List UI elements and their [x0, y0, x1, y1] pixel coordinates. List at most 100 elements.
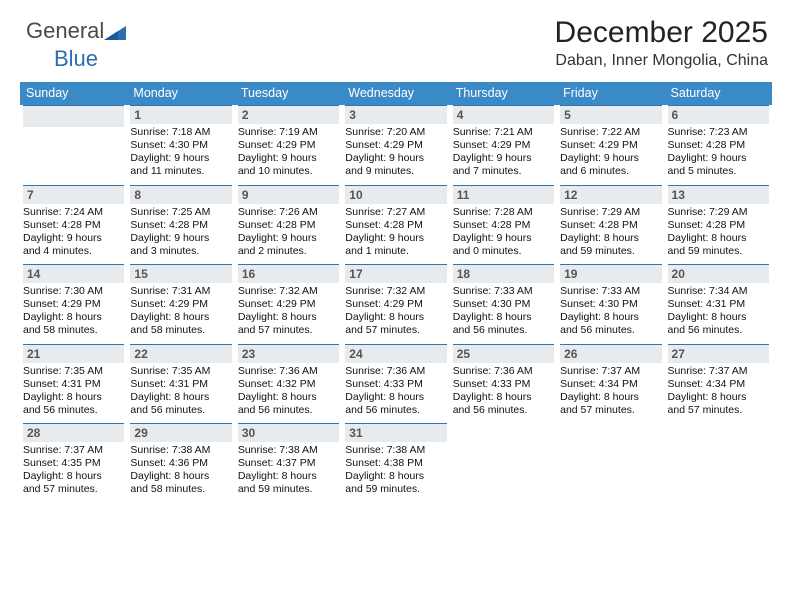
day-number: 9 — [238, 185, 339, 204]
daylight2-text: and 4 minutes. — [23, 245, 124, 258]
daylight1-text: Daylight: 8 hours — [130, 311, 231, 324]
calendar-cell: 3Sunrise: 7:20 AMSunset: 4:29 PMDaylight… — [342, 105, 449, 185]
sunset-text: Sunset: 4:37 PM — [238, 457, 339, 470]
daylight2-text: and 59 minutes. — [345, 483, 446, 496]
day-number: 8 — [130, 185, 231, 204]
daylight1-text: Daylight: 8 hours — [23, 311, 124, 324]
sunset-text: Sunset: 4:31 PM — [130, 378, 231, 391]
daylight1-text: Daylight: 8 hours — [668, 232, 769, 245]
daylight2-text: and 56 minutes. — [345, 404, 446, 417]
day-number: 25 — [453, 344, 554, 363]
daylight2-text: and 7 minutes. — [453, 165, 554, 178]
calendar-cell: 25Sunrise: 7:36 AMSunset: 4:33 PMDayligh… — [450, 344, 557, 424]
calendar-cell — [665, 423, 772, 503]
calendar-cell: 28Sunrise: 7:37 AMSunset: 4:35 PMDayligh… — [20, 423, 127, 503]
daylight2-text: and 57 minutes. — [23, 483, 124, 496]
sunrise-text: Sunrise: 7:28 AM — [453, 206, 554, 219]
calendar-cell: 5Sunrise: 7:22 AMSunset: 4:29 PMDaylight… — [557, 105, 664, 185]
sunset-text: Sunset: 4:28 PM — [560, 219, 661, 232]
daylight2-text: and 56 minutes. — [560, 324, 661, 337]
daylight1-text: Daylight: 9 hours — [668, 152, 769, 165]
day-number: 4 — [453, 105, 554, 124]
brand-text-1: General — [26, 18, 104, 43]
calendar-cell: 15Sunrise: 7:31 AMSunset: 4:29 PMDayligh… — [127, 264, 234, 344]
calendar-cell: 27Sunrise: 7:37 AMSunset: 4:34 PMDayligh… — [665, 344, 772, 424]
sunrise-text: Sunrise: 7:32 AM — [345, 285, 446, 298]
location-text: Daban, Inner Mongolia, China — [20, 52, 768, 70]
sunset-text: Sunset: 4:28 PM — [238, 219, 339, 232]
calendar-cell: 9 Sunrise: 7:26 AMSunset: 4:28 PMDaylight… — [235, 185, 342, 265]
day-number: 30 — [238, 423, 339, 442]
calendar-cell: 30Sunrise: 7:38 AMSunset: 4:37 PMDayligh… — [235, 423, 342, 503]
sunset-text: Sunset: 4:29 PM — [345, 298, 446, 311]
day-number: 6 — [668, 105, 769, 124]
sunrise-text: Sunrise: 7:20 AM — [345, 126, 446, 139]
daylight2-text: and 6 minutes. — [560, 165, 661, 178]
sunset-text: Sunset: 4:28 PM — [130, 219, 231, 232]
daylight2-text: and 58 minutes. — [23, 324, 124, 337]
calendar-cell — [20, 105, 127, 185]
day-header-sunday: Sunday — [20, 82, 127, 105]
daylight1-text: Daylight: 8 hours — [23, 391, 124, 404]
brand-logo: General Blue — [26, 18, 126, 72]
sunrise-text: Sunrise: 7:36 AM — [238, 365, 339, 378]
daylight2-text: and 58 minutes. — [130, 324, 231, 337]
daylight2-text: and 56 minutes. — [668, 324, 769, 337]
sunrise-text: Sunrise: 7:34 AM — [668, 285, 769, 298]
day-number-empty — [23, 105, 124, 127]
daylight1-text: Daylight: 8 hours — [560, 232, 661, 245]
sunset-text: Sunset: 4:35 PM — [23, 457, 124, 470]
sunrise-text: Sunrise: 7:36 AM — [345, 365, 446, 378]
sunrise-text: Sunrise: 7:35 AM — [130, 365, 231, 378]
daylight1-text: Daylight: 8 hours — [560, 391, 661, 404]
calendar-week: 21Sunrise: 7:35 AMSunset: 4:31 PMDayligh… — [20, 344, 772, 424]
sunset-text: Sunset: 4:29 PM — [23, 298, 124, 311]
daylight1-text: Daylight: 8 hours — [238, 311, 339, 324]
day-number: 29 — [130, 423, 231, 442]
daylight1-text: Daylight: 9 hours — [23, 232, 124, 245]
day-number: 17 — [345, 264, 446, 283]
calendar-cell: 24Sunrise: 7:36 AMSunset: 4:33 PMDayligh… — [342, 344, 449, 424]
calendar-week: 1Sunrise: 7:18 AMSunset: 4:30 PMDaylight… — [20, 105, 772, 185]
sunset-text: Sunset: 4:29 PM — [560, 139, 661, 152]
sunrise-text: Sunrise: 7:23 AM — [668, 126, 769, 139]
daylight1-text: Daylight: 9 hours — [238, 152, 339, 165]
calendar-cell: 29Sunrise: 7:38 AMSunset: 4:36 PMDayligh… — [127, 423, 234, 503]
day-number: 21 — [23, 344, 124, 363]
calendar-cell — [557, 423, 664, 503]
day-number: 14 — [23, 264, 124, 283]
calendar-cell: 1Sunrise: 7:18 AMSunset: 4:30 PMDaylight… — [127, 105, 234, 185]
sunrise-text: Sunrise: 7:19 AM — [238, 126, 339, 139]
sunset-text: Sunset: 4:28 PM — [345, 219, 446, 232]
day-number: 16 — [238, 264, 339, 283]
daylight2-text: and 56 minutes. — [238, 404, 339, 417]
calendar-week: 14Sunrise: 7:30 AMSunset: 4:29 PMDayligh… — [20, 264, 772, 344]
day-number: 3 — [345, 105, 446, 124]
sunrise-text: Sunrise: 7:22 AM — [560, 126, 661, 139]
daylight2-text: and 9 minutes. — [345, 165, 446, 178]
sunrise-text: Sunrise: 7:26 AM — [238, 206, 339, 219]
day-header-friday: Friday — [557, 82, 664, 105]
daylight2-text: and 59 minutes. — [668, 245, 769, 258]
daylight2-text: and 56 minutes. — [453, 324, 554, 337]
sunrise-text: Sunrise: 7:37 AM — [668, 365, 769, 378]
daylight1-text: Daylight: 8 hours — [345, 311, 446, 324]
daylight1-text: Daylight: 8 hours — [345, 391, 446, 404]
daylight2-text: and 57 minutes. — [668, 404, 769, 417]
daylight1-text: Daylight: 8 hours — [453, 311, 554, 324]
daylight1-text: Daylight: 9 hours — [345, 232, 446, 245]
calendar-page: General Blue December 2025 Daban, Inner … — [0, 0, 792, 612]
day-number: 31 — [345, 423, 446, 442]
sunset-text: Sunset: 4:36 PM — [130, 457, 231, 470]
sunset-text: Sunset: 4:38 PM — [345, 457, 446, 470]
calendar-week: 28Sunrise: 7:37 AMSunset: 4:35 PMDayligh… — [20, 423, 772, 503]
sunset-text: Sunset: 4:31 PM — [23, 378, 124, 391]
sunrise-text: Sunrise: 7:21 AM — [453, 126, 554, 139]
calendar-cell: 17 Sunrise: 7:32 AMSunset: 4:29 PMDayligh… — [342, 264, 449, 344]
daylight1-text: Daylight: 9 hours — [238, 232, 339, 245]
sunset-text: Sunset: 4:32 PM — [238, 378, 339, 391]
daylight1-text: Daylight: 8 hours — [345, 470, 446, 483]
daylight2-text: and 57 minutes. — [345, 324, 446, 337]
sunrise-text: Sunrise: 7:33 AM — [560, 285, 661, 298]
day-header-tuesday: Tuesday — [235, 82, 342, 105]
